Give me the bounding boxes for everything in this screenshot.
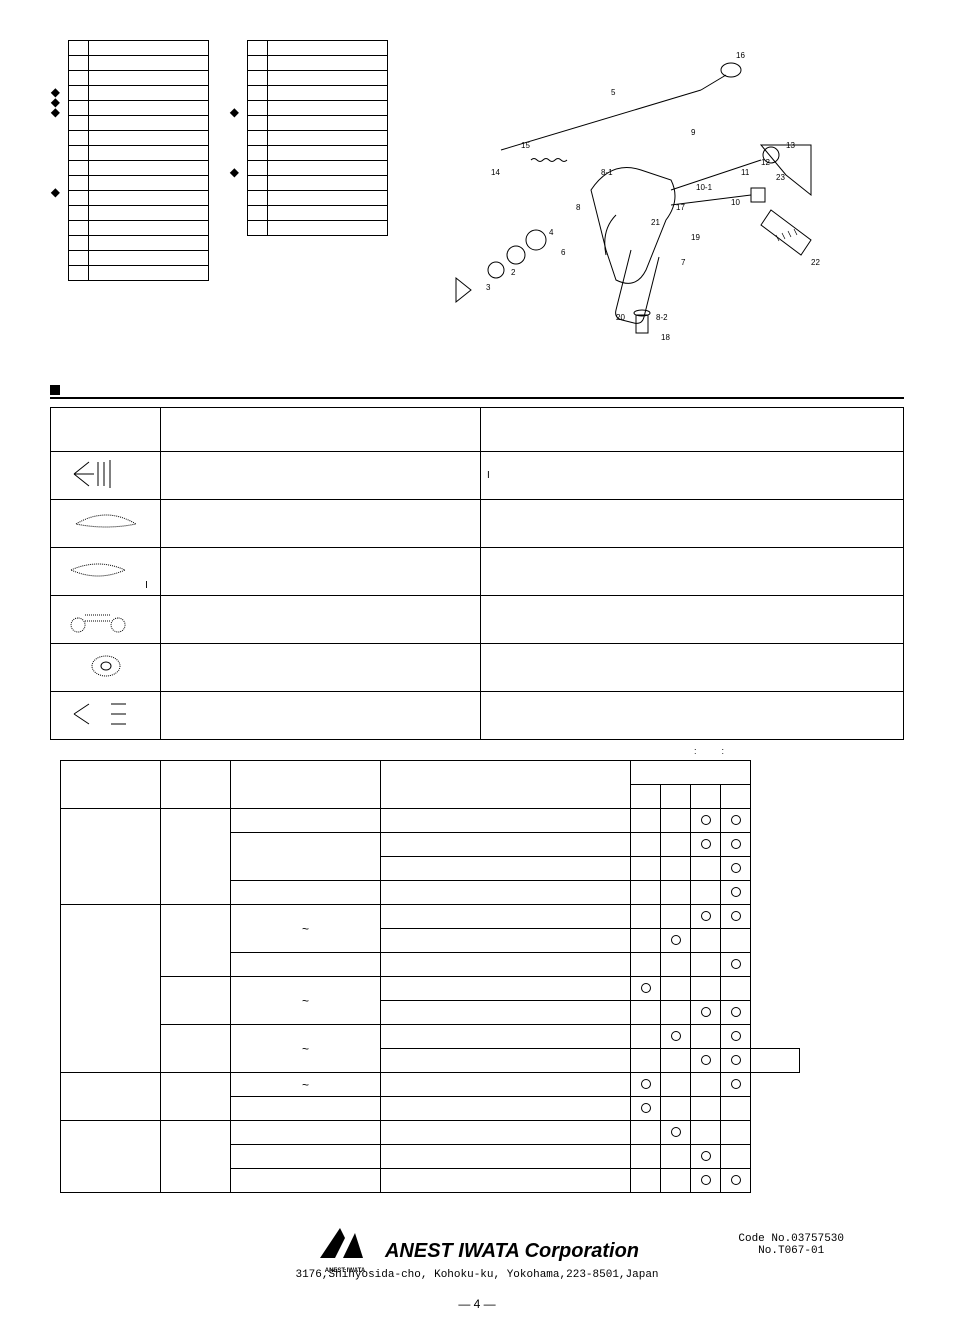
svg-text:6: 6: [561, 248, 566, 257]
table-row: [69, 236, 209, 251]
table-row: [69, 131, 209, 146]
svg-text:15: 15: [521, 141, 530, 150]
svg-text:12: 12: [761, 158, 770, 167]
table-row: [248, 161, 388, 176]
table-row: [69, 176, 209, 191]
svg-text:11: 11: [741, 168, 750, 177]
parts-tables: ◆ ◆ ◆ ◆: [50, 40, 388, 345]
table-row: ~: [61, 905, 800, 929]
table-row: [248, 56, 388, 71]
table-row: [51, 692, 904, 740]
spray-gun-diagram-icon: 16 5 15 9 14 8-1 13 11 12 23 8 10-1 17 1…: [398, 40, 904, 340]
table-row: [69, 191, 209, 206]
svg-text:21: 21: [651, 218, 660, 227]
table-row: [69, 71, 209, 86]
matrix-section: : :: [50, 760, 904, 1193]
table-row: ~: [61, 1025, 800, 1049]
fan-wide-icon: [66, 456, 146, 492]
svg-text:23: 23: [776, 173, 785, 182]
table-row: [248, 206, 388, 221]
dogbone-icon: [66, 600, 146, 636]
svg-text:10-1: 10-1: [696, 183, 713, 192]
top-section: ◆ ◆ ◆ ◆: [50, 40, 904, 345]
table-row: [69, 56, 209, 71]
table-row: [248, 101, 388, 116]
svg-text:20: 20: [616, 313, 625, 322]
table-row: [69, 251, 209, 266]
table-row: [248, 86, 388, 101]
svg-text:8-2: 8-2: [656, 313, 668, 322]
table-row: [248, 176, 388, 191]
svg-text:5: 5: [611, 88, 616, 97]
svg-text:13: 13: [786, 141, 795, 150]
parts-table-left-wrap: ◆ ◆ ◆ ◆: [50, 40, 209, 281]
table-row: I: [51, 548, 904, 596]
svg-text:3: 3: [486, 283, 491, 292]
table-row: [248, 191, 388, 206]
svg-text:22: 22: [811, 258, 820, 267]
svg-text:8: 8: [576, 203, 581, 212]
footer: ANEST IWATA ANEST IWATA Corporation 3176…: [50, 1223, 904, 1311]
fan-split-icon: [66, 696, 146, 732]
exploded-diagram: 16 5 15 9 14 8-1 13 11 12 23 8 10-1 17 1…: [398, 40, 904, 345]
svg-text:10: 10: [731, 198, 740, 207]
parts-table-right: [247, 40, 388, 236]
company-address: 3176,Shinyosida-cho, Kohoku-ku, Yokohama…: [50, 1269, 904, 1281]
table-row: [51, 596, 904, 644]
svg-text:7: 7: [681, 258, 686, 267]
page: ◆ ◆ ◆ ◆: [0, 0, 954, 1341]
crescent-i-icon: [63, 552, 143, 588]
svg-text:18: 18: [661, 333, 670, 340]
svg-text:17: 17: [676, 203, 685, 212]
table-row: [69, 206, 209, 221]
diamond-icon: [50, 55, 60, 65]
page-number: — 4 —: [50, 1297, 904, 1311]
table-header: [51, 408, 904, 452]
table-row: [69, 146, 209, 161]
marker-col-right: ◆ ◆: [229, 40, 247, 175]
table-row: ~: [61, 1073, 800, 1097]
trouble-table: I I: [50, 407, 904, 740]
table-row: [248, 71, 388, 86]
table-row: [61, 1121, 800, 1145]
table-header: [61, 761, 800, 785]
table-row: [69, 116, 209, 131]
table-row: [69, 161, 209, 176]
ball-icon: [66, 648, 146, 684]
svg-text:2: 2: [511, 268, 516, 277]
table-row: [69, 86, 209, 101]
parts-table-left: [68, 40, 209, 281]
table-row: ~: [61, 977, 800, 1001]
company-name: ANEST IWATA Corporation: [385, 1240, 639, 1263]
table-row: [69, 266, 209, 281]
table-row: [248, 116, 388, 131]
matrix-table: ~ ~ ~: [60, 760, 800, 1193]
svg-text:9: 9: [691, 128, 696, 137]
document-codes: Code No.03757530 No.T067-01: [738, 1233, 844, 1257]
table-row: [248, 221, 388, 236]
roman-one-icon: I: [487, 470, 490, 481]
svg-text:4: 4: [549, 228, 554, 237]
crescent-icon: [66, 504, 146, 540]
svg-text:8-1: 8-1: [601, 168, 613, 177]
parts-table-right-wrap: ◆ ◆: [229, 40, 388, 236]
anest-iwata-logo-icon: ANEST IWATA: [315, 1223, 375, 1263]
table-row: [248, 131, 388, 146]
table-row: [69, 101, 209, 116]
svg-text:19: 19: [691, 233, 700, 242]
table-row: [51, 500, 904, 548]
svg-text:14: 14: [491, 168, 500, 177]
table-row: [61, 809, 800, 833]
svg-text:16: 16: [736, 51, 745, 60]
table-row: [51, 644, 904, 692]
table-row: [248, 146, 388, 161]
table-row: [69, 221, 209, 236]
marker-col-left: ◆ ◆ ◆ ◆: [50, 40, 68, 195]
table-row: I: [51, 452, 904, 500]
square-bullet-icon: [50, 385, 60, 395]
section-header: [50, 385, 904, 399]
matrix-legend: : :: [694, 746, 724, 756]
